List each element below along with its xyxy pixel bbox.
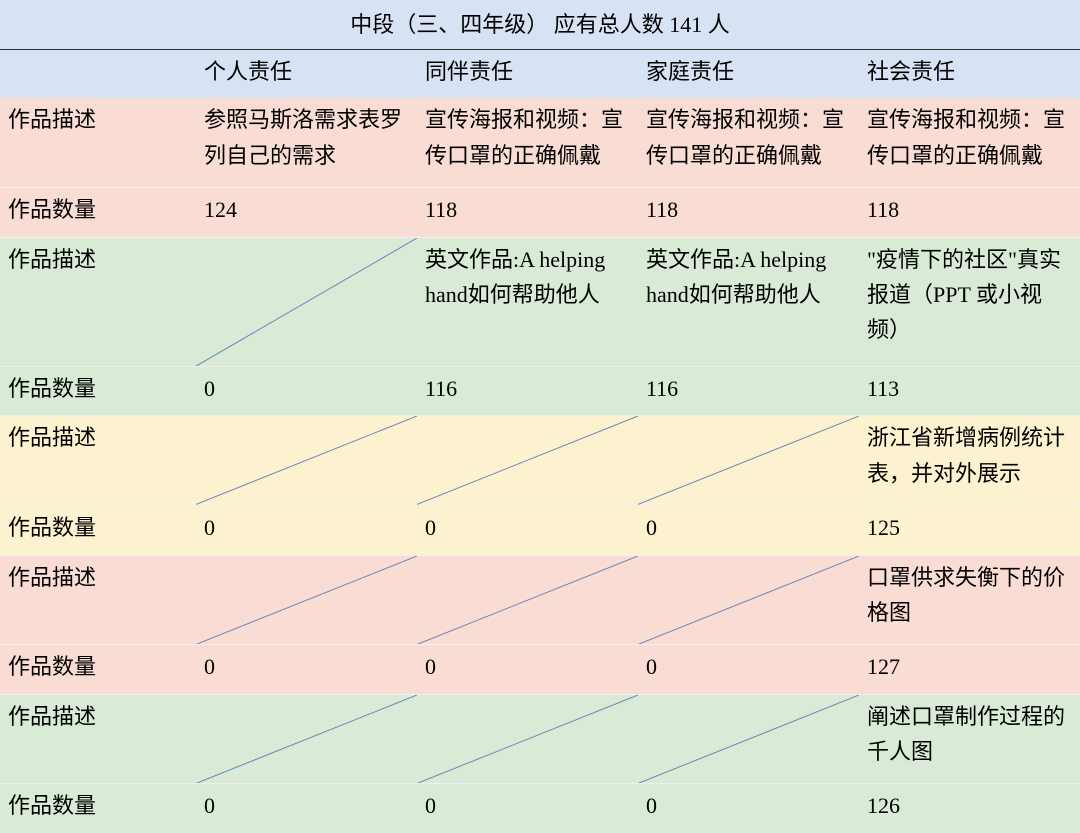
desc-cell (196, 555, 417, 644)
qty-cell: 0 (196, 366, 417, 416)
table-title: 中段（三、四年级） 应有总人数 141 人 (0, 0, 1080, 49)
row-label-desc: 作品描述 (0, 416, 196, 505)
qty-cell: 118 (638, 187, 859, 237)
row-label-desc: 作品描述 (0, 555, 196, 644)
qty-cell: 0 (417, 645, 638, 695)
qty-cell: 0 (196, 505, 417, 555)
row-label-qty: 作品数量 (0, 187, 196, 237)
row-label-qty: 作品数量 (0, 366, 196, 416)
data-table: 中段（三、四年级） 应有总人数 141 人 个人责任 同伴责任 家庭责任 社会责… (0, 0, 1080, 833)
qty-cell: 0 (417, 505, 638, 555)
desc-cell: 阐述口罩制作过程的千人图 (859, 694, 1080, 783)
desc-cell (196, 694, 417, 783)
qty-cell: 126 (859, 784, 1080, 833)
qty-cell: 0 (638, 645, 859, 695)
desc-cell: 宣传海报和视频：宣传口罩的正确佩戴 (417, 98, 638, 187)
desc-cell: 宣传海报和视频：宣传口罩的正确佩戴 (859, 98, 1080, 187)
qty-cell: 118 (417, 187, 638, 237)
desc-cell (417, 555, 638, 644)
qty-cell: 127 (859, 645, 1080, 695)
qty-cell: 0 (417, 784, 638, 833)
qty-cell: 116 (417, 366, 638, 416)
desc-cell (638, 694, 859, 783)
row-label-qty: 作品数量 (0, 784, 196, 833)
qty-cell: 0 (196, 784, 417, 833)
qty-cell: 125 (859, 505, 1080, 555)
desc-cell (638, 416, 859, 505)
desc-cell (417, 694, 638, 783)
row-label-qty: 作品数量 (0, 505, 196, 555)
desc-cell: 英文作品:A helping hand如何帮助他人 (638, 237, 859, 366)
qty-cell: 116 (638, 366, 859, 416)
desc-cell: "疫情下的社区"真实报道（PPT 或小视频） (859, 237, 1080, 366)
qty-cell: 124 (196, 187, 417, 237)
header-blank (0, 49, 196, 98)
col-header-personal: 个人责任 (196, 49, 417, 98)
qty-cell: 0 (638, 505, 859, 555)
desc-cell: 参照马斯洛需求表罗列自己的需求 (196, 98, 417, 187)
desc-cell (638, 555, 859, 644)
desc-cell (417, 416, 638, 505)
col-header-social: 社会责任 (859, 49, 1080, 98)
qty-cell: 0 (196, 645, 417, 695)
col-header-peer: 同伴责任 (417, 49, 638, 98)
desc-cell: 宣传海报和视频：宣传口罩的正确佩戴 (638, 98, 859, 187)
desc-cell: 浙江省新增病例统计表，并对外展示 (859, 416, 1080, 505)
qty-cell: 118 (859, 187, 1080, 237)
desc-cell (196, 416, 417, 505)
row-label-desc: 作品描述 (0, 98, 196, 187)
row-label-desc: 作品描述 (0, 237, 196, 366)
desc-cell: 英文作品:A helping hand如何帮助他人 (417, 237, 638, 366)
row-label-desc: 作品描述 (0, 694, 196, 783)
row-label-qty: 作品数量 (0, 645, 196, 695)
desc-cell: 口罩供求失衡下的价格图 (859, 555, 1080, 644)
qty-cell: 113 (859, 366, 1080, 416)
col-header-family: 家庭责任 (638, 49, 859, 98)
qty-cell: 0 (638, 784, 859, 833)
desc-cell (196, 237, 417, 366)
